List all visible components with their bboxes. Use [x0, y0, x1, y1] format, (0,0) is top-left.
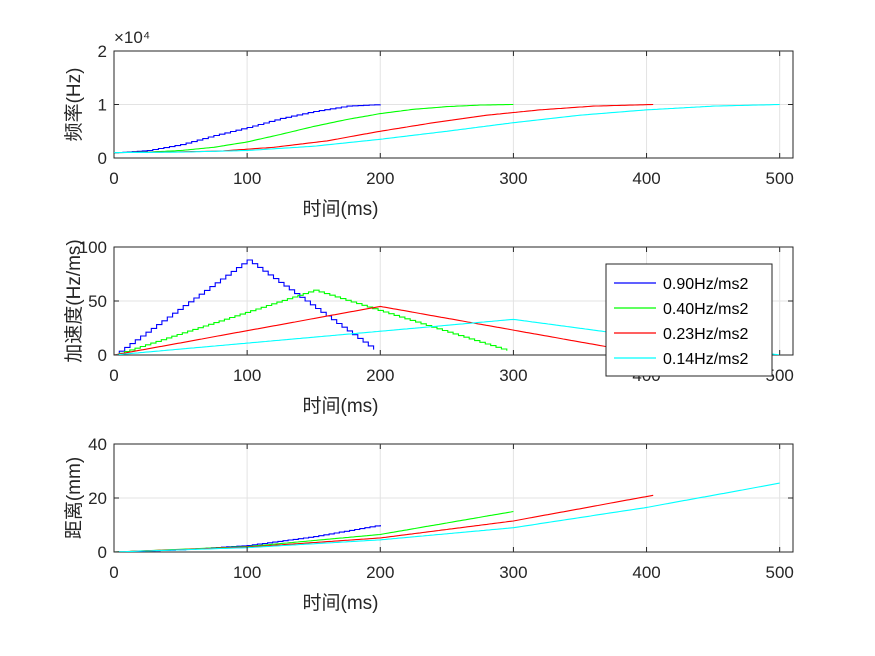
series-blue: [114, 259, 375, 355]
legend-entry: 0.40Hz/ms2: [663, 301, 748, 318]
x-tick-label: 300: [499, 563, 527, 582]
x-tick-label: 200: [366, 169, 394, 188]
legend-entry: 0.23Hz/ms2: [663, 326, 748, 343]
x-tick-label: 500: [765, 563, 793, 582]
x-tick-label: 400: [632, 563, 660, 582]
y-tick-label: 1: [98, 96, 107, 115]
legend-entry: 0.90Hz/ms2: [663, 276, 748, 293]
series-green: [114, 289, 508, 355]
x-tick-label: 100: [233, 563, 261, 582]
y-axis-label: 频率(Hz): [63, 68, 85, 142]
x-axis-label: 时间(ms): [303, 198, 379, 220]
subplot-3: 0 100 200 300 400 500 0 20 40 时间(ms) 距离(mm): [63, 435, 794, 614]
x-tick-label: 0: [109, 366, 118, 385]
y-tick-label: 40: [88, 435, 107, 454]
subplot-2: 0100200300400500050100时间(ms)加速度(Hz/ms)0.…: [63, 238, 794, 417]
x-axis-label: 时间(ms): [303, 592, 379, 614]
x-tick-label: 100: [233, 366, 261, 385]
y-tick-label: 50: [88, 292, 107, 311]
y-exponent-label: ×10⁴: [114, 28, 150, 47]
subplot-1: 0 100 200 300 400 500 0 1 2 ×10⁴ 时间(ms) 频率(Hz): [63, 28, 794, 220]
y-tick-label: 2: [98, 42, 107, 61]
y-axis-label: 加速度(Hz/ms): [63, 239, 85, 362]
legend: 0.90Hz/ms2 0.40Hz/ms2 0.23Hz/ms2 0.14Hz/ms2: [605, 263, 773, 377]
x-tick-label: 200: [366, 563, 394, 582]
series-cyan: [114, 482, 780, 552]
legend-entry: 0.14Hz/ms2: [663, 351, 748, 368]
series-red: [114, 305, 654, 355]
x-tick-label: 0: [109, 169, 118, 188]
x-tick-label: 200: [366, 366, 394, 385]
x-tick-label: 500: [765, 169, 793, 188]
x-tick-label: 300: [499, 366, 527, 385]
series-green: [114, 103, 514, 154]
series-cyan: [114, 103, 780, 154]
y-tick-label: 0: [98, 543, 107, 562]
x-axis-label: 时间(ms): [303, 395, 379, 417]
y-tick-label: 0: [98, 149, 107, 168]
x-tick-label: 300: [499, 169, 527, 188]
x-tick-label: 500: [765, 366, 793, 385]
x-tick-label: 400: [632, 169, 660, 188]
y-axis-label: 距离(mm): [63, 457, 85, 539]
x-tick-label: 0: [109, 563, 118, 582]
x-tick-label: 100: [233, 169, 261, 188]
series-blue: [114, 104, 381, 154]
y-tick-label: 0: [98, 346, 107, 365]
y-tick-label: 20: [88, 489, 107, 508]
y-tick-label: 100: [79, 238, 107, 257]
